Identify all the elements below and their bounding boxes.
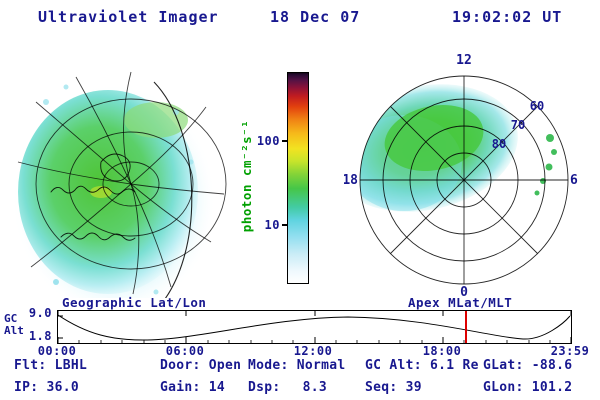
status-seq-value: 39 — [405, 380, 422, 395]
mlat-label-80: 80 — [492, 137, 506, 151]
status-gain-value: 14 — [208, 380, 226, 395]
status-mode: Mode: Normal — [248, 358, 346, 373]
status-glon-label: GLon: — [483, 380, 524, 395]
mlat-label-60: 60 — [530, 99, 544, 113]
mlt-label-0: 0 — [460, 285, 468, 300]
status-glat-label: GLat: — [483, 358, 524, 373]
status-door-label: Door: — [160, 358, 201, 373]
timeline-ylabel-alt: Alt — [4, 324, 24, 337]
status-seq-label: Seq: — [365, 380, 398, 395]
status-seq: Seq: 39 — [365, 380, 422, 395]
xtick-1800: 18:00 — [422, 344, 462, 358]
app-title: Ultraviolet Imager — [38, 8, 219, 26]
status-glat-value: -88.6 — [531, 358, 573, 373]
orbit-altitude-curve — [57, 311, 572, 343]
colorbar-tick-10: 10 — [264, 218, 280, 232]
geo-aurora-image — [12, 71, 227, 298]
status-gain: Gain: 14 — [160, 380, 225, 395]
geo-limb — [153, 81, 193, 298]
colorbar-tickmark-lower — [282, 224, 287, 226]
date-label: 18 Dec 07 — [270, 8, 361, 26]
status-gcalt-label: GC Alt: — [365, 358, 422, 373]
timeline-major-ticks — [57, 311, 572, 343]
geo-graticule — [17, 71, 227, 295]
status-flt-value: LBHL — [54, 358, 88, 373]
xtick-1200: 12:00 — [293, 344, 333, 358]
colorbar-tickmark-upper — [282, 140, 287, 142]
status-door: Door: Open — [160, 358, 241, 373]
timeline-marker — [464, 311, 467, 343]
polar-plot-title: Apex MLat/MLT — [408, 295, 513, 310]
polar-grid — [359, 75, 569, 285]
status-glon: GLon: 101.2 — [483, 380, 572, 395]
polar-aurora-image: 12 18 6 0 60 70 80 — [344, 53, 578, 300]
status-door-value: Open — [208, 358, 242, 373]
status-flt: Flt: LBHL — [14, 358, 87, 373]
status-glon-value: 101.2 — [531, 380, 573, 395]
status-dsp-label: Dsp: — [248, 380, 281, 395]
mlt-label-18: 18 — [344, 173, 358, 188]
mlat-label-70: 70 — [511, 118, 525, 132]
mlt-label-12: 12 — [456, 53, 472, 68]
xtick-2359: 23:59 — [550, 344, 590, 358]
status-gcalt: GC Alt: 6.1 Re — [365, 358, 479, 373]
status-mode-label: Mode: — [248, 358, 289, 373]
geo-plot-title: Geographic Lat/Lon — [62, 295, 207, 310]
status-dsp: Dsp: 8.3 — [248, 380, 327, 395]
status-ip-value: 36.0 — [46, 380, 80, 395]
orbit-timeline — [57, 310, 572, 344]
status-gain-label: Gain: — [160, 380, 201, 395]
status-dsp-value: 8.3 — [302, 380, 328, 395]
colorbar-units-label: photon cm⁻²s⁻¹ — [239, 119, 254, 233]
geo-aurora — [12, 84, 216, 298]
status-glat: GLat: -88.6 — [483, 358, 572, 373]
time-label: 19:02:02 UT — [452, 8, 563, 26]
timeline-ytick-max: 9.0 — [28, 306, 52, 320]
xtick-0600: 06:00 — [165, 344, 205, 358]
timeline-ytick-min: 1.8 — [28, 329, 52, 343]
mlt-label-6: 6 — [570, 173, 578, 188]
timeline-minor-ticks — [78, 340, 551, 343]
colorbar — [287, 72, 309, 284]
polar-dots — [534, 134, 557, 196]
status-mode-value: Normal — [296, 358, 346, 373]
timeline-ylabel-gc: GC — [4, 312, 18, 325]
status-ip-label: IP: — [14, 380, 39, 395]
status-ip: IP: 36.0 — [14, 380, 79, 395]
status-gcalt-value: 6.1 Re — [430, 358, 479, 373]
xtick-0000: 00:00 — [37, 344, 77, 358]
status-flt-label: Flt: — [14, 358, 47, 373]
geo-coastline — [50, 153, 136, 241]
colorbar-tick-100: 100 — [256, 134, 280, 148]
